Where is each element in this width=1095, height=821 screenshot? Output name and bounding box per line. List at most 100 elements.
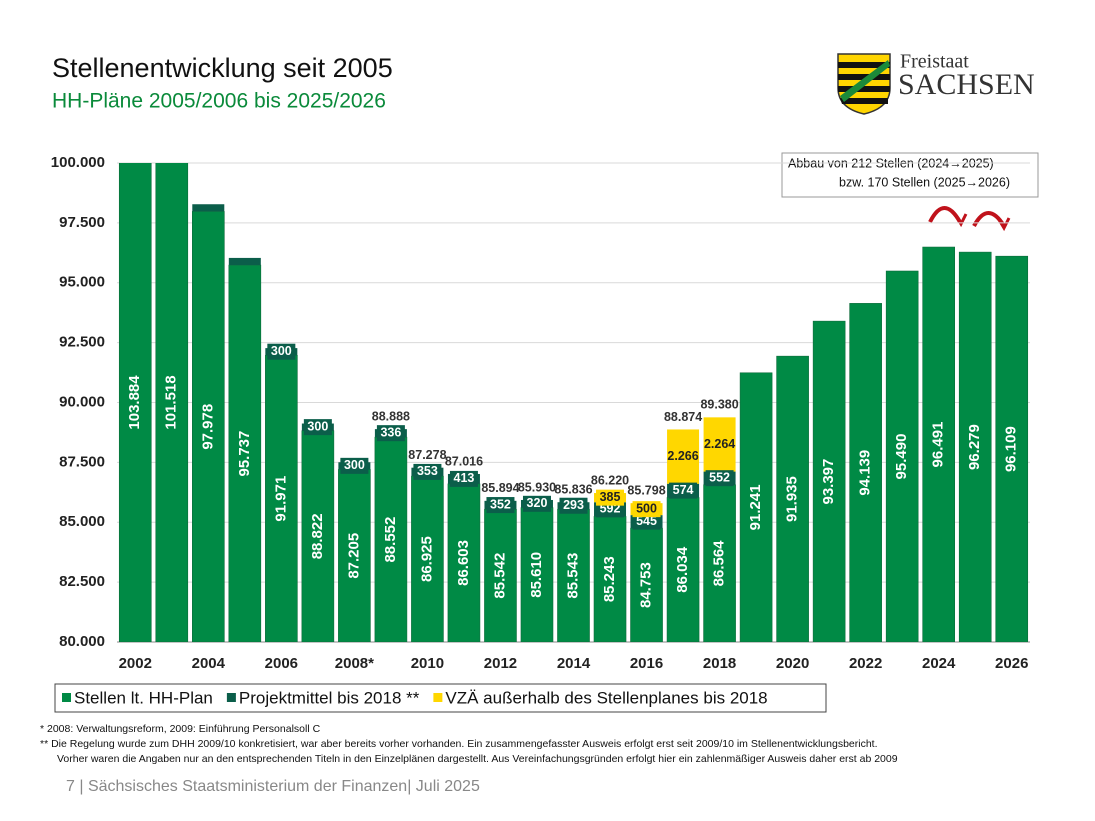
value-label: 293: [563, 498, 584, 512]
logo-text: Freistaat: [900, 51, 969, 73]
value-label: 85.243: [601, 556, 618, 602]
value-label: 413: [454, 471, 475, 485]
value-label: 85.543: [564, 553, 581, 599]
bar-segment: [447, 483, 481, 642]
x-tick-label: 2004: [192, 655, 226, 672]
value-label-bg: [376, 425, 405, 442]
bar-segment: [958, 251, 992, 642]
legend-swatch: [433, 693, 443, 702]
value-label: 300: [307, 419, 328, 433]
bar-segment: [885, 270, 919, 642]
x-tick-label: 2014: [557, 655, 591, 672]
value-label: 94.139: [857, 450, 874, 496]
y-tick-label: 100.000: [51, 154, 105, 171]
value-label: 85.542: [491, 553, 508, 599]
x-tick-label: 2022: [849, 655, 882, 672]
y-tick-label: 80.000: [59, 633, 105, 650]
legend-swatch: [62, 693, 71, 702]
bar-segment: [922, 246, 956, 642]
value-label-bg: [303, 419, 332, 436]
value-label-bg: [267, 343, 296, 360]
value-label: 88.552: [382, 517, 399, 563]
bar-segment: [484, 508, 517, 642]
labels: 103.884 101.518 97.978 95.737 91.971 300 88.82…: [126, 343, 1020, 608]
value-label-bg: [340, 457, 369, 474]
bar-segment: [192, 204, 225, 212]
value-label: 574: [673, 483, 694, 497]
value-label: 93.397: [820, 459, 837, 505]
value-label: 2.264: [704, 437, 735, 451]
value-label-bg: [669, 482, 698, 499]
value-label: 87.205: [345, 533, 362, 579]
footnote: * 2008: Verwaltungsreform, 2009: Einführ…: [40, 723, 321, 735]
footnote: Vorher waren die Angaben nur an den ents…: [57, 753, 898, 765]
bar-segment: [849, 303, 882, 642]
value-label: 95.490: [893, 434, 910, 480]
x-tick-label: 2012: [484, 655, 517, 672]
bar-segment: [155, 163, 189, 642]
value-label-bg: [486, 497, 515, 514]
y-tick-label: 92.500: [59, 334, 105, 351]
bar-segment: [739, 372, 773, 642]
value-label: 84.753: [638, 562, 655, 608]
value-label: 385: [600, 490, 621, 504]
bar-segment: [630, 527, 663, 642]
value-label: 91.935: [784, 476, 801, 522]
total-label: 86.220: [591, 473, 629, 487]
value-label-bg: [596, 489, 625, 506]
logo: Freistaat SACHSEN: [837, 51, 1035, 115]
value-label: 86.034: [674, 546, 691, 593]
bars: [118, 163, 1029, 642]
value-label: 86.564: [711, 540, 728, 587]
y-tick-label: 85.000: [59, 513, 105, 530]
value-label: 97.978: [199, 404, 216, 450]
total-label: 87.016: [445, 454, 483, 468]
bar-segment: [812, 320, 846, 642]
bar-segment: [301, 430, 335, 642]
footer: 7 | Sächsisches Staatsministerium der Fi…: [66, 778, 480, 795]
value-label-bg: [632, 501, 661, 518]
bar-segment: [228, 257, 261, 266]
x-tick-label: 2008*: [335, 655, 374, 672]
total-label: 85.798: [627, 483, 665, 497]
x-tick-label: 2006: [265, 655, 298, 672]
value-label: 96.491: [930, 422, 947, 468]
x-tick-label: 2020: [776, 655, 809, 672]
x-tick-label: 2010: [411, 655, 444, 672]
annotation: bzw. 170 Stellen (2025→2026): [839, 175, 1010, 189]
value-label-bg: [669, 448, 698, 465]
bar-segment: [995, 255, 1029, 642]
total-label: 85.930: [518, 480, 556, 494]
value-label: 101.518: [163, 375, 180, 429]
bar-segment: [265, 354, 298, 642]
annotation-box: [781, 152, 1039, 198]
legend-swatch: [226, 693, 236, 702]
bar-segment: [776, 355, 809, 642]
total-label: 87.278: [408, 448, 446, 462]
total-label: 85.894: [481, 481, 519, 495]
x-tick-label: 2002: [119, 655, 152, 672]
bar-segment: [666, 497, 700, 642]
bar-segment: [374, 436, 408, 642]
value-label: 300: [344, 458, 365, 472]
x-tick-label: 2026: [995, 655, 1028, 672]
value-label: 300: [271, 344, 292, 358]
bar-segment: [192, 211, 225, 642]
value-label: 91.971: [272, 476, 289, 522]
value-label: 2.266: [667, 449, 698, 463]
value-label: 545: [636, 514, 657, 528]
bar-segment: [557, 508, 590, 642]
value-label-bg: [413, 463, 442, 480]
value-label: 336: [380, 425, 401, 439]
value-label: 103.884: [126, 375, 143, 430]
value-label-bg: [522, 495, 551, 512]
y-tick-label: 87.500: [59, 453, 105, 470]
x-tick-label: 2024: [922, 655, 956, 672]
x-tick-label: 2018: [703, 655, 736, 672]
value-label-bg: [705, 436, 734, 453]
value-label: 88.822: [309, 513, 326, 559]
y-tick-label: 97.500: [59, 214, 105, 231]
bar-segment: [593, 516, 627, 642]
arrows: [928, 206, 1011, 232]
